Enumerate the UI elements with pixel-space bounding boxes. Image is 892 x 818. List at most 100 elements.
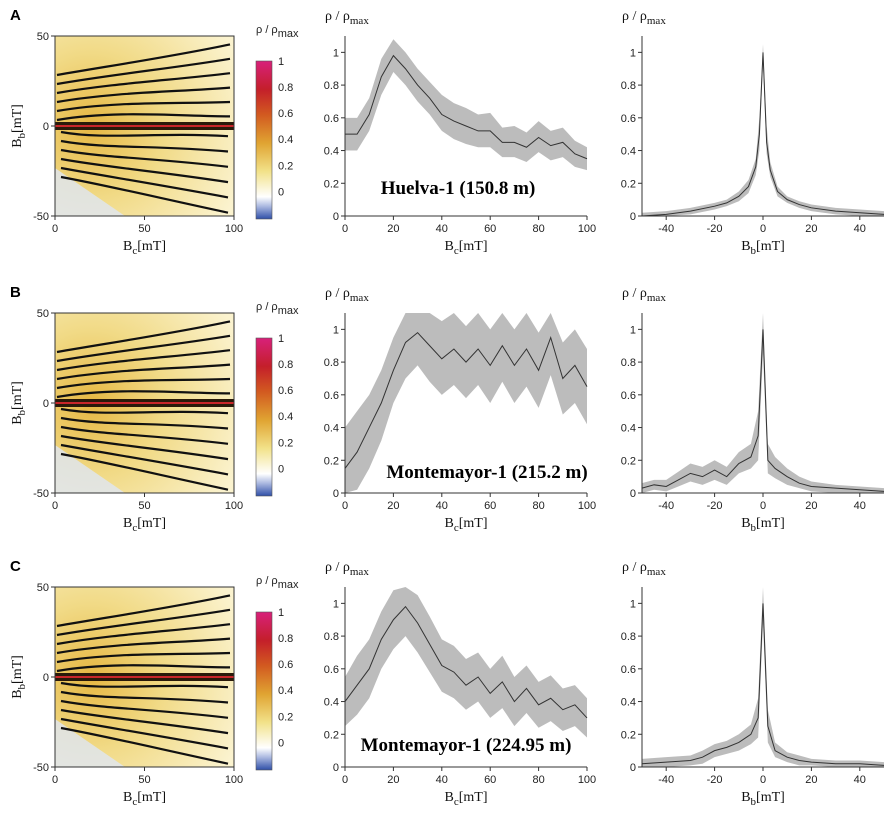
confidence-band [642, 587, 884, 767]
map-xtick-label: 0 [52, 500, 58, 512]
colorbar-tick-label: 0.8 [278, 633, 293, 645]
x-tick-label: 80 [532, 774, 544, 786]
map-contour-lower [60, 434, 229, 461]
map-ylabel: Bb[mT] [10, 381, 28, 425]
map-ylabel-sub: b [16, 683, 28, 689]
map-ridge-core [55, 402, 234, 404]
map-ylabel-main: B [10, 689, 25, 698]
x-tick-label: 40 [854, 774, 866, 786]
y-tick-label: 0 [630, 488, 636, 500]
colorbar-tick-label: 0.2 [278, 711, 293, 723]
y-tick-label: 0.6 [621, 390, 636, 402]
map-xtick-label: 100 [225, 223, 243, 235]
profile-bc-chart: 0 20 40 60 80 100 0 0.2 0.4 0.6 0.8 1 ρ / ρmax Bc[mT] [324, 560, 596, 808]
confidence-band [642, 44, 884, 216]
x-tick-label: 100 [578, 223, 596, 235]
confidence-band [642, 313, 884, 493]
map-ytick-label: 0 [43, 672, 49, 684]
map-contour-lower [60, 690, 229, 704]
map-xlabel-unit: [mT] [137, 239, 166, 254]
x-tick-label: 60 [484, 223, 496, 235]
map-ylabel: Bb[mT] [10, 655, 28, 699]
y-axis-label-sub: max [647, 15, 666, 27]
y-tick-label: 0.6 [324, 390, 339, 402]
x-tick-label: -20 [707, 500, 723, 512]
x-tick-label: 20 [387, 223, 399, 235]
map-xlabel-sub: c [132, 245, 137, 257]
x-tick-label: -20 [707, 223, 723, 235]
y-axis-label: ρ / ρmax [622, 9, 666, 27]
sample-name: Montemayor-1 (224.95 m) [361, 735, 572, 756]
panel-label: C [10, 558, 21, 575]
confidence-band [345, 39, 587, 171]
map-contours [56, 43, 231, 214]
x-tick-label: -40 [658, 774, 674, 786]
y-tick-label: 0.4 [621, 697, 636, 709]
map-ridge-core [55, 125, 234, 127]
map-xlabel-sub: c [132, 796, 137, 808]
colorbar-scale [255, 337, 273, 497]
colorbar-title-sub: max [278, 305, 299, 317]
map-xlabel-main: B [123, 239, 132, 254]
mean-line [641, 603, 885, 766]
y-tick-label: 0.2 [324, 729, 339, 741]
x-axis-label-main: B [741, 239, 750, 254]
x-axis-label: Bc[mT] [445, 790, 488, 808]
y-tick-label: 0.6 [621, 113, 636, 125]
map-ylabel-unit: [mT] [10, 104, 25, 133]
colorbar-title: ρ / ρmax [256, 575, 299, 591]
x-axis-label-unit: [mT] [756, 239, 785, 254]
y-tick-label: 1 [630, 47, 636, 59]
x-tick-label: 0 [342, 774, 348, 786]
y-tick-label: 0.8 [324, 80, 339, 92]
y-tick-label: 0 [630, 762, 636, 774]
colorbar-title-sub: max [278, 28, 299, 40]
map-contour-lower [60, 452, 229, 491]
profile-bb-chart: -40 -20 0 20 40 0 0.2 0.4 0.6 0.8 1 ρ / ρmax Bb[mT] [621, 560, 885, 808]
x-tick-label: 80 [532, 500, 544, 512]
map-contours [56, 320, 231, 491]
map-ytick-label: 0 [43, 121, 49, 133]
map-contour-upper [56, 623, 231, 646]
y-axis-label-sub: max [647, 566, 666, 578]
x-axis-label-sub: c [454, 796, 459, 808]
map-contour-upper [56, 349, 231, 372]
profile-bc-chart: 0 20 40 60 80 100 0 0.2 0.4 0.6 0.8 1 ρ / ρmax Bc[mT] [324, 9, 596, 257]
y-tick-label: 0 [333, 211, 339, 223]
y-axis-label-sub: max [647, 292, 666, 304]
colorbar-tick-label: 0.2 [278, 160, 293, 172]
y-axis-label: ρ / ρmax [325, 286, 369, 304]
map-contour-upper [56, 100, 231, 113]
x-tick-label: 20 [387, 774, 399, 786]
map-contour-lower [60, 425, 229, 445]
y-tick-label: 1 [630, 324, 636, 336]
y-axis-label: ρ / ρmax [622, 286, 666, 304]
colorbar-tick-label: 0.6 [278, 108, 293, 120]
map-xlabel-unit: [mT] [137, 790, 166, 805]
x-axis-label-unit: [mT] [459, 790, 488, 805]
y-axis-label: ρ / ρmax [325, 9, 369, 27]
map-xlabel-unit: [mT] [137, 516, 166, 531]
map-contour-upper [56, 72, 231, 95]
panel-label: B [10, 284, 21, 301]
y-axis-label-main: ρ / ρ [325, 9, 350, 24]
map-xlabel-main: B [123, 516, 132, 531]
y-axis-label-main: ρ / ρ [325, 286, 350, 301]
y-tick-label: 0 [333, 488, 339, 500]
x-tick-label: 100 [578, 500, 596, 512]
map-ylabel-main: B [10, 138, 25, 147]
y-tick-label: 0.8 [621, 80, 636, 92]
x-tick-label: -40 [658, 223, 674, 235]
x-tick-label: 0 [342, 223, 348, 235]
mean-line [641, 52, 885, 217]
y-tick-label: 0.6 [324, 113, 339, 125]
colorbar-title-sub: max [278, 579, 299, 591]
y-tick-label: 1 [630, 598, 636, 610]
x-tick-label: -40 [658, 500, 674, 512]
map-xtick-label: 100 [225, 774, 243, 786]
mean-line [641, 329, 885, 492]
map-ytick-label: -50 [33, 762, 49, 774]
map-contour-lower [60, 166, 229, 199]
